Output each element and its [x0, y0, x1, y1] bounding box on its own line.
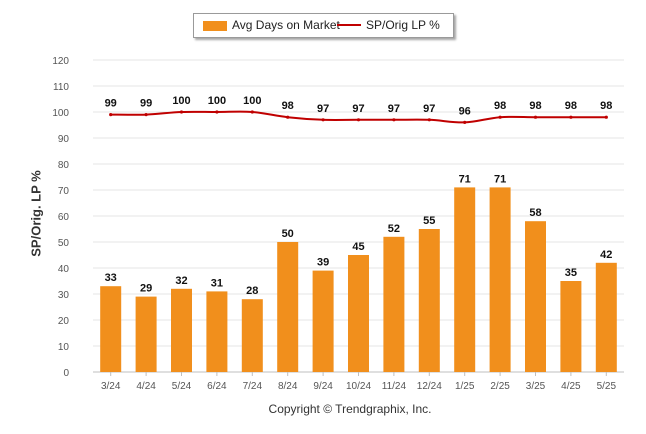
- x-tick-label: 4/24: [136, 381, 156, 392]
- y-tick-label: 90: [58, 134, 70, 145]
- line-value-label: 97: [352, 103, 364, 115]
- line-point: [604, 115, 608, 119]
- bar-value-label: 29: [140, 283, 152, 295]
- bar-value-label: 28: [246, 285, 258, 297]
- line-point: [250, 110, 254, 114]
- bar: [100, 286, 122, 372]
- bar: [560, 281, 582, 372]
- x-tick-label: 2/25: [490, 381, 510, 392]
- x-tick-label: 7/24: [243, 381, 263, 392]
- legend-label-sp-orig-lp: SP/Orig LP %: [366, 18, 440, 32]
- bar-value-label: 55: [423, 215, 435, 227]
- y-tick-label: 120: [52, 56, 69, 67]
- line-point: [569, 115, 573, 119]
- y-tick-label: 70: [58, 186, 70, 197]
- line-value-label: 96: [459, 105, 471, 117]
- x-tick-label: 3/25: [526, 381, 546, 392]
- bar: [525, 221, 546, 372]
- line-point: [109, 113, 113, 117]
- copyright-text: Copyright © Trendgraphix, Inc.: [268, 402, 432, 416]
- line-point: [533, 115, 538, 119]
- bar: [595, 262, 617, 372]
- bar-value-label: 71: [494, 173, 506, 185]
- bar-value-label: 71: [459, 173, 471, 185]
- y-tick-label: 80: [58, 160, 70, 171]
- line-point: [215, 110, 219, 114]
- bar-value-label: 33: [105, 272, 117, 284]
- line-point: [463, 120, 467, 124]
- bar-value-label: 42: [600, 249, 612, 261]
- x-tick-label: 5/24: [172, 381, 192, 392]
- line-point: [498, 115, 502, 119]
- bar-value-label: 35: [565, 267, 577, 279]
- bar-value-label: 45: [352, 241, 364, 253]
- line-value-label: 98: [494, 100, 506, 112]
- bar-value-label: 31: [211, 277, 223, 289]
- bar: [348, 255, 369, 372]
- y-tick-label: 20: [58, 316, 70, 327]
- y-tick-label: 100: [52, 108, 69, 119]
- legend: Avg Days on Market SP/Orig LP %: [193, 13, 454, 38]
- bar: [135, 296, 157, 372]
- bar: [277, 242, 299, 372]
- line-value-label: 98: [600, 100, 612, 112]
- line-value-label: 97: [317, 103, 329, 115]
- y-tick-label: 10: [58, 342, 70, 353]
- bar: [206, 291, 228, 372]
- y-tick-label: 40: [58, 264, 70, 275]
- x-tick-label: 12/24: [417, 381, 442, 392]
- bar: [171, 288, 192, 372]
- bar: [454, 187, 476, 372]
- bar: [241, 299, 263, 372]
- bar-value-label: 39: [317, 257, 329, 269]
- line-point: [392, 118, 396, 122]
- line-value-label: 100: [172, 95, 190, 107]
- x-tick-label: 4/25: [561, 381, 581, 392]
- bar: [312, 270, 334, 372]
- bar-value-label: 52: [388, 223, 400, 235]
- line-value-label: 97: [423, 103, 435, 115]
- bar-value-label: 50: [282, 228, 294, 240]
- line-value-label: 99: [105, 98, 117, 110]
- x-tick-label: 8/24: [278, 381, 298, 392]
- line-point: [179, 110, 184, 114]
- line-point: [321, 118, 325, 122]
- line-value-label: 99: [140, 98, 152, 110]
- line-value-label: 98: [282, 100, 294, 112]
- bar: [383, 236, 405, 372]
- x-tick-label: 9/24: [313, 381, 333, 392]
- legend-bar-swatch: [203, 21, 227, 31]
- legend-line-swatch: [337, 24, 361, 26]
- line-value-label: 100: [208, 95, 226, 107]
- bar: [418, 229, 440, 372]
- x-tick-label: 10/24: [346, 381, 371, 392]
- line-point: [286, 115, 290, 119]
- bar: [489, 187, 511, 372]
- line-point: [356, 118, 361, 122]
- line-value-label: 97: [388, 103, 400, 115]
- y-axis-label: SP/Orig. LP %: [28, 170, 44, 257]
- y-tick-label: 0: [63, 368, 69, 379]
- legend-label-days-on-market: Avg Days on Market: [232, 18, 340, 32]
- y-tick-label: 50: [58, 238, 70, 249]
- line-value-label: 98: [529, 100, 541, 112]
- x-tick-label: 11/24: [382, 381, 407, 392]
- line-point: [144, 113, 148, 117]
- y-tick-label: 60: [58, 212, 70, 223]
- bar-value-label: 58: [529, 207, 541, 219]
- x-tick-label: 6/24: [207, 381, 227, 392]
- line-point: [427, 118, 431, 122]
- bar-value-label: 32: [175, 275, 187, 287]
- x-tick-label: 1/25: [455, 381, 475, 392]
- line-value-label: 98: [565, 100, 577, 112]
- line-value-label: 100: [243, 95, 261, 107]
- x-tick-label: 5/25: [597, 381, 617, 392]
- y-tick-label: 110: [53, 82, 69, 93]
- x-tick-label: 3/24: [101, 381, 121, 392]
- y-tick-label: 30: [58, 290, 70, 301]
